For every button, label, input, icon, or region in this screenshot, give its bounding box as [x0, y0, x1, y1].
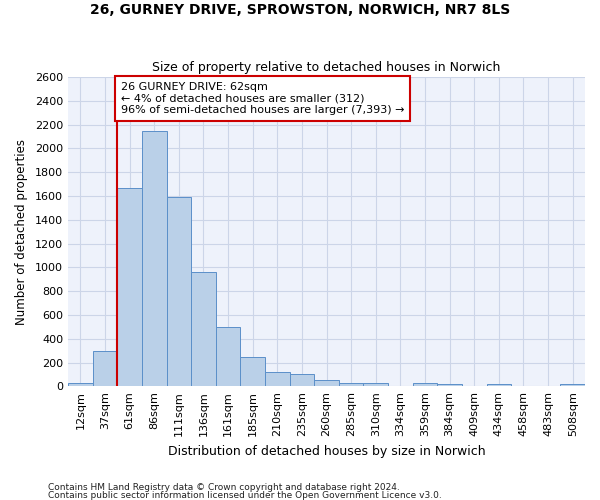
- Bar: [191, 272, 216, 386]
- Bar: [167, 197, 191, 386]
- Text: 26 GURNEY DRIVE: 62sqm
← 4% of detached houses are smaller (312)
96% of semi-det: 26 GURNEY DRIVE: 62sqm ← 4% of detached …: [121, 82, 404, 115]
- Text: Contains HM Land Registry data © Crown copyright and database right 2024.: Contains HM Land Registry data © Crown c…: [48, 484, 400, 492]
- Bar: [142, 130, 167, 386]
- Title: Size of property relative to detached houses in Norwich: Size of property relative to detached ho…: [152, 62, 501, 74]
- Bar: [265, 372, 290, 386]
- Bar: [560, 384, 585, 386]
- Bar: [487, 384, 511, 386]
- Bar: [117, 188, 142, 386]
- Y-axis label: Number of detached properties: Number of detached properties: [15, 138, 28, 324]
- Bar: [290, 374, 314, 386]
- Bar: [339, 382, 364, 386]
- Bar: [437, 384, 462, 386]
- Bar: [68, 384, 92, 386]
- Text: Contains public sector information licensed under the Open Government Licence v3: Contains public sector information licen…: [48, 490, 442, 500]
- Bar: [92, 350, 117, 386]
- Bar: [216, 327, 241, 386]
- Bar: [413, 382, 437, 386]
- Text: 26, GURNEY DRIVE, SPROWSTON, NORWICH, NR7 8LS: 26, GURNEY DRIVE, SPROWSTON, NORWICH, NR…: [90, 2, 510, 16]
- Bar: [314, 380, 339, 386]
- Bar: [241, 356, 265, 386]
- Bar: [364, 384, 388, 386]
- X-axis label: Distribution of detached houses by size in Norwich: Distribution of detached houses by size …: [168, 444, 485, 458]
